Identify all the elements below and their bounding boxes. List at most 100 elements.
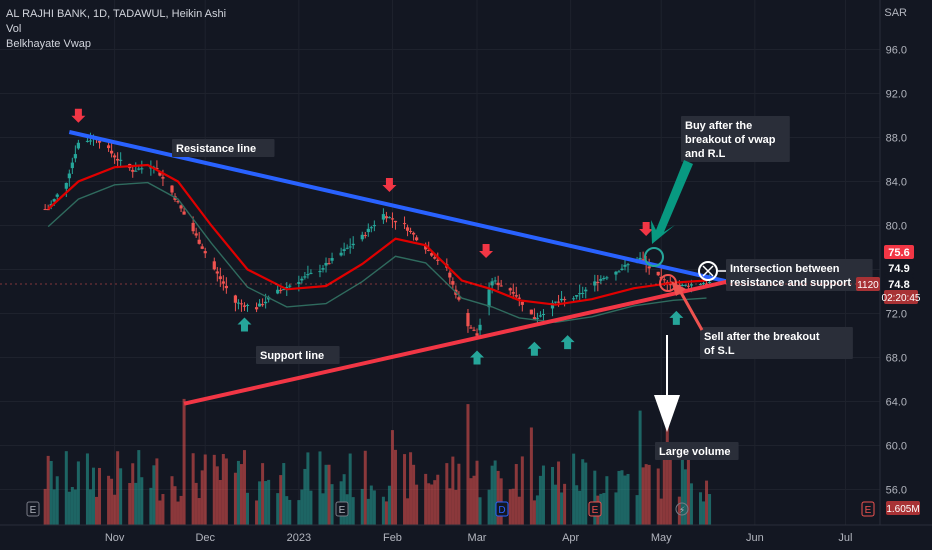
candle-body: [67, 173, 71, 179]
candle-body: [348, 246, 352, 248]
volume-bar: [508, 489, 512, 525]
vwap-price-badge-bg: [884, 245, 914, 259]
candle-body: [218, 276, 222, 280]
volume-bar: [258, 481, 262, 525]
candle-body: [514, 295, 518, 297]
candle-body: [116, 158, 120, 161]
candle-body: [584, 289, 588, 292]
candle-body: [387, 217, 392, 219]
volume-bar: [451, 456, 455, 525]
volume-indicator-label[interactable]: Vol: [6, 23, 22, 35]
candle-body: [490, 281, 494, 286]
volume-bar: [393, 449, 397, 525]
volume-bar: [593, 470, 597, 525]
sell-arrow-marker: [71, 108, 86, 123]
sell-circle: [659, 274, 677, 292]
candle-body: [131, 169, 135, 172]
volume-bar: [554, 484, 558, 525]
volume-bar: [415, 484, 419, 525]
candle-body: [297, 282, 301, 284]
candle-body: [327, 263, 331, 265]
volume-bar: [581, 459, 585, 525]
candle-body: [487, 289, 491, 308]
intersection-circle: [698, 261, 718, 281]
candle-body: [330, 258, 334, 261]
time-tick-label: Mar: [468, 532, 487, 544]
volume-bar: [366, 498, 370, 525]
candle-body: [415, 237, 419, 241]
candle-body: [496, 282, 500, 286]
candle-body: [200, 246, 204, 249]
volume-bar: [203, 454, 207, 525]
candle-body: [318, 271, 322, 273]
candle-body: [88, 140, 93, 142]
volume-bar: [702, 501, 706, 525]
volume-bar: [469, 478, 473, 525]
candle-body: [264, 301, 268, 304]
resistance-label-text: Resistance line: [176, 143, 256, 155]
candle-body: [306, 274, 310, 276]
candle-body: [493, 280, 497, 282]
volume-bar: [179, 495, 183, 525]
candle-body: [360, 234, 364, 240]
candle-body: [309, 272, 313, 274]
candle-body: [433, 257, 437, 259]
annotations[interactable]: Resistance line Support line Buy after the…: [0, 116, 880, 460]
volume-bar: [584, 462, 588, 525]
volume-bar: [155, 458, 159, 525]
volume-bar: [194, 482, 198, 525]
volume-bar: [64, 451, 68, 525]
candle-body: [538, 315, 543, 317]
event-badge: E: [592, 505, 599, 516]
candle-body: [110, 150, 114, 154]
vwap-indicator-label[interactable]: Belkhayate Vwap: [6, 38, 91, 50]
event-badge: E: [30, 505, 37, 516]
grid-lines: [0, 0, 880, 525]
candle-body: [686, 285, 691, 287]
candle-body: [677, 284, 681, 286]
volume-bar: [197, 498, 201, 525]
candle-body: [257, 303, 262, 307]
volume-bar: [363, 450, 367, 525]
candle-body: [384, 216, 389, 219]
symbol-title[interactable]: AL RAJHI BANK, 1D, TADAWUL, Heikin Ashi: [6, 8, 227, 20]
candle-body: [76, 142, 80, 149]
volume-bar: [475, 460, 479, 525]
candle-body: [698, 284, 703, 286]
volume-bar: [76, 461, 80, 525]
volume-bar: [297, 500, 301, 525]
candle-body: [581, 292, 585, 294]
volume-bar: [218, 479, 222, 525]
vwap-curve: [47, 163, 707, 306]
candle-body: [511, 292, 515, 294]
volume-bar: [128, 483, 132, 525]
volume-bar: [641, 467, 645, 525]
candle-body: [593, 281, 597, 286]
candle-body: [176, 201, 180, 203]
volume-bar: [708, 494, 712, 525]
candle-body: [64, 182, 68, 189]
volume-bar: [182, 398, 186, 525]
event-badges[interactable]: E E D E E ⚡: [26, 501, 875, 517]
volume-bar: [487, 489, 491, 525]
candle-body: [701, 283, 706, 285]
volume-bar: [496, 470, 500, 525]
volume-bar: [602, 492, 606, 525]
volume-bar: [448, 488, 452, 525]
candle-body: [261, 304, 265, 306]
volume-bar: [324, 464, 328, 525]
candle-body: [393, 220, 398, 223]
candle-body: [520, 301, 524, 305]
candle-body: [559, 298, 564, 301]
volume-bar: [372, 490, 376, 525]
candle-body: [288, 285, 292, 287]
candle-body: [596, 281, 600, 283]
volume-bar: [511, 488, 515, 525]
volume-bar: [348, 453, 352, 525]
event-badge-bg: [495, 501, 509, 517]
time-tick-label: Feb: [383, 532, 402, 544]
volume-bar: [309, 490, 313, 525]
volume-bar: [49, 460, 53, 525]
